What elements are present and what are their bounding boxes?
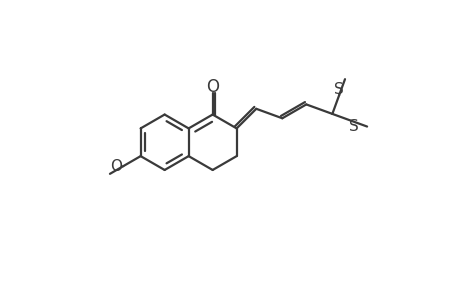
Text: O: O	[206, 78, 218, 96]
Text: O: O	[110, 159, 122, 174]
Text: S: S	[348, 118, 358, 134]
Text: S: S	[334, 82, 343, 97]
